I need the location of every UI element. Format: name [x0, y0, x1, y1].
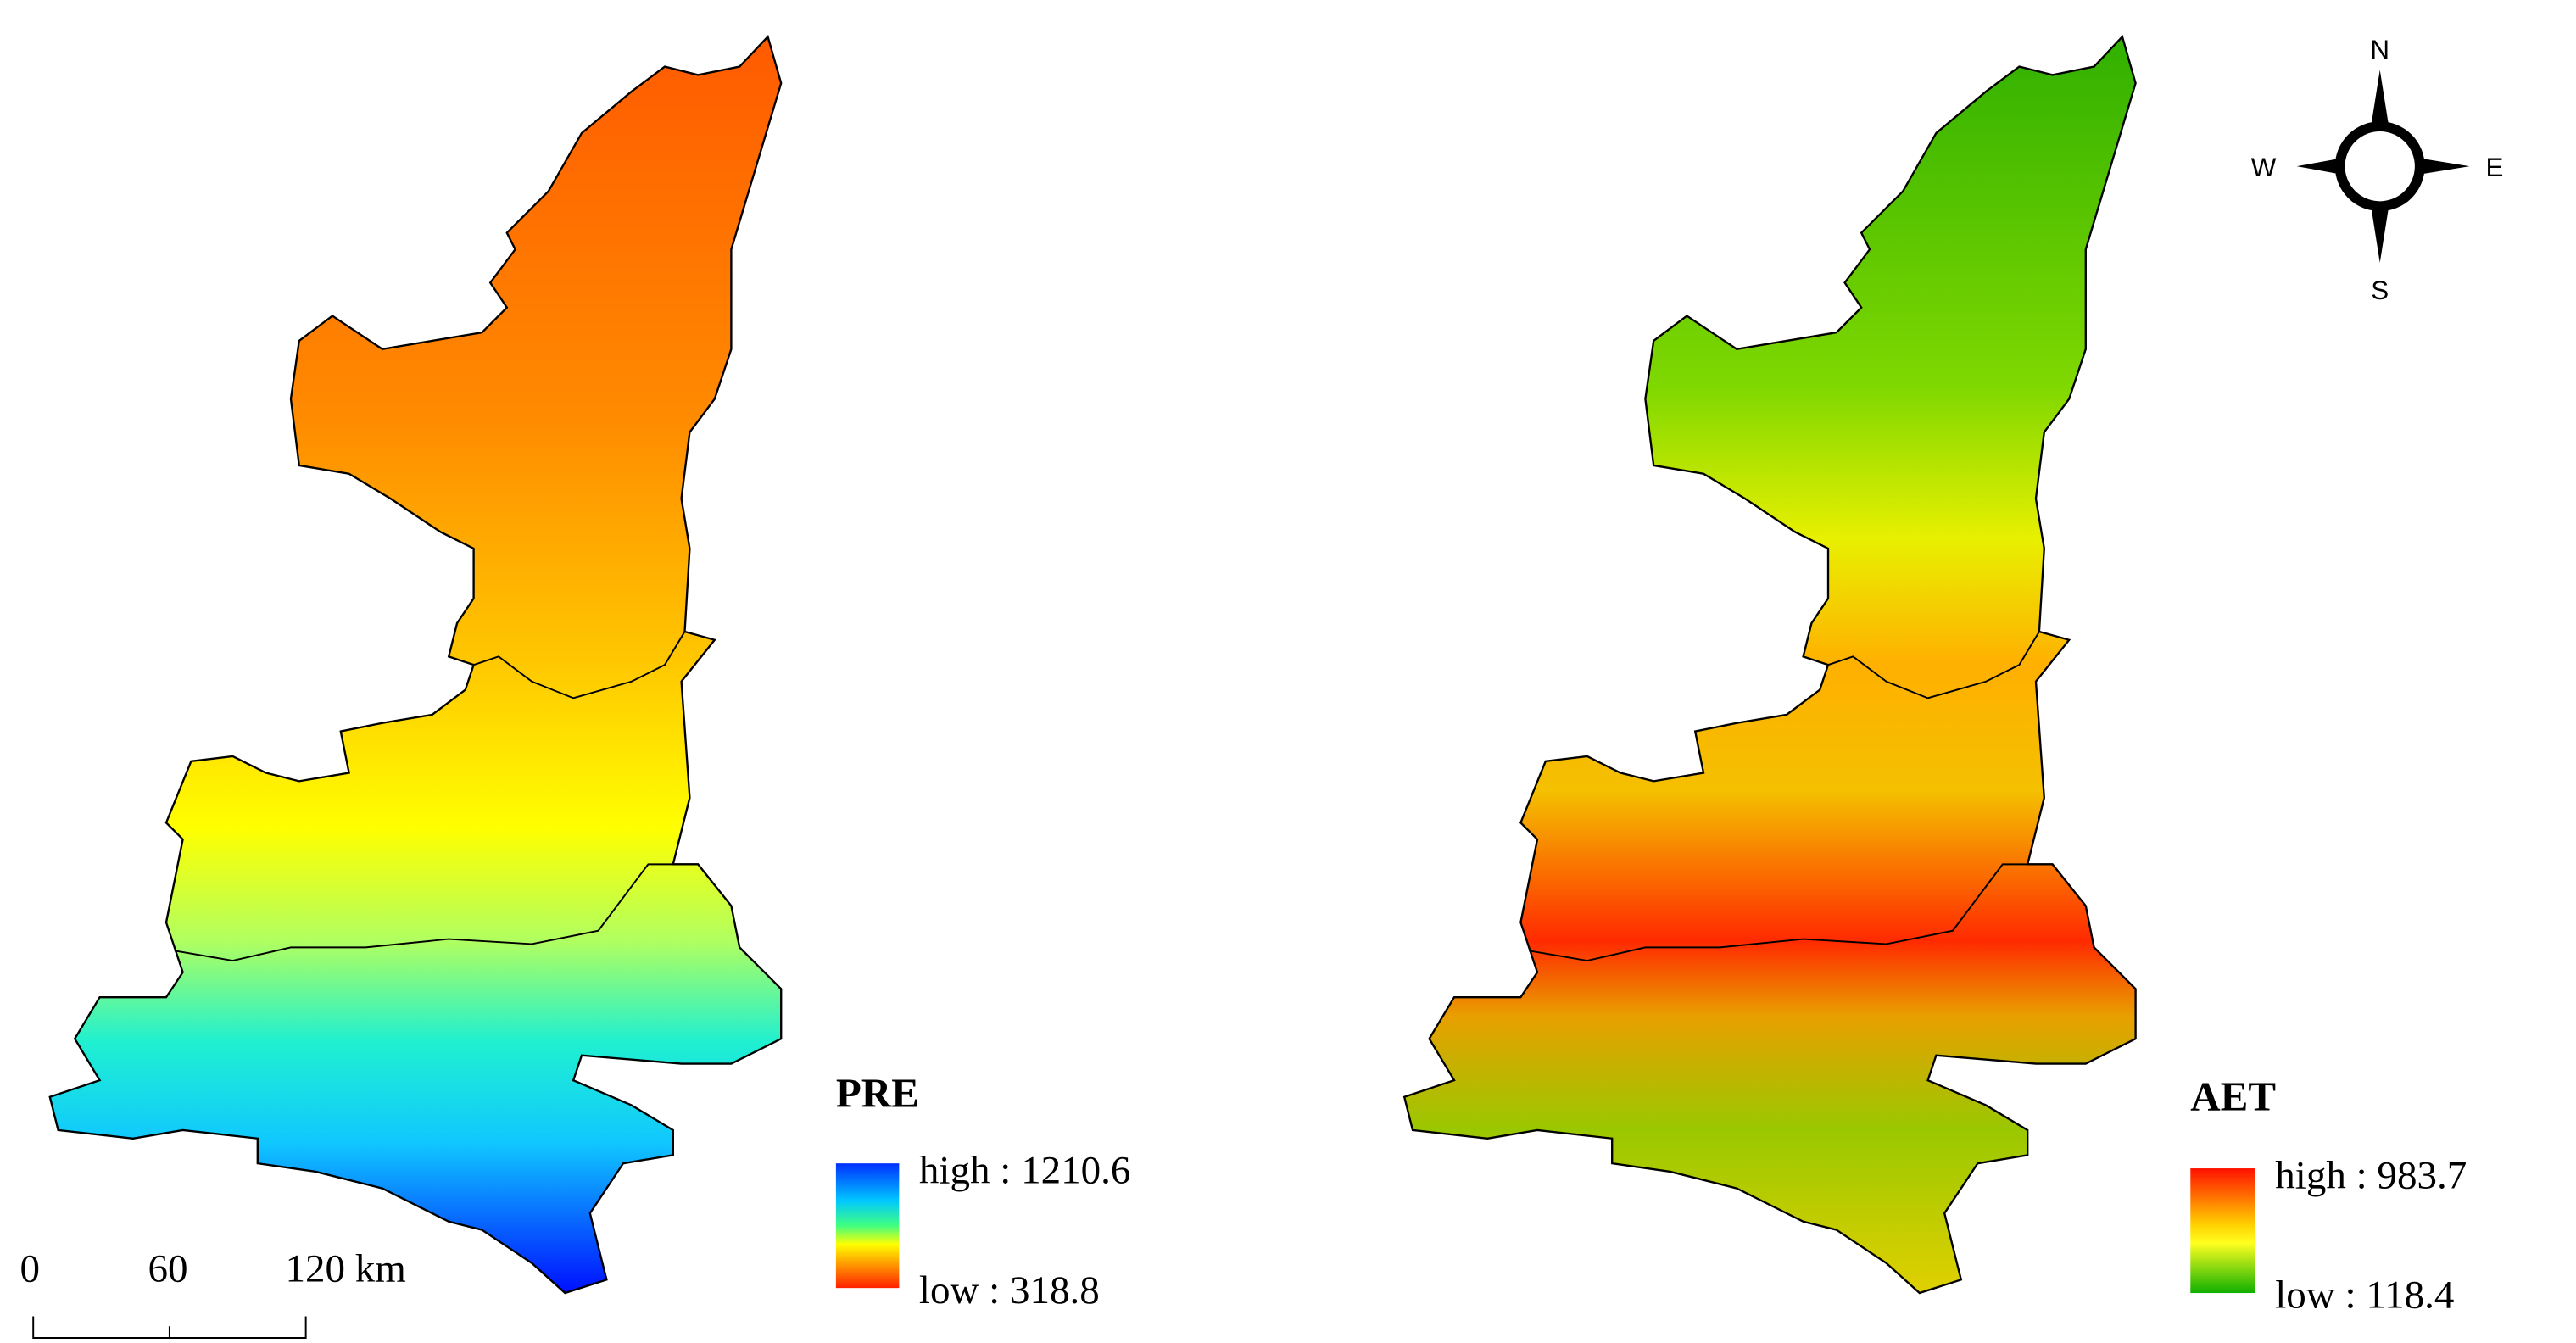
scale-label: 0 — [20, 1246, 41, 1290]
legend-high: high : 983.7 — [2275, 1154, 2467, 1198]
aet-region — [1403, 36, 2137, 1295]
pre-map — [48, 36, 783, 1295]
north-arrow: N S W E — [2251, 35, 2504, 305]
legend-ramp — [835, 1163, 900, 1289]
aet-map — [1403, 36, 2137, 1295]
scale-label: 60 — [148, 1246, 187, 1290]
compass-n: N — [2370, 35, 2389, 64]
legend-low: low : 318.8 — [919, 1268, 1100, 1312]
legend-high: high : 1210.6 — [919, 1149, 1131, 1193]
legend-title: PRE — [836, 1070, 919, 1117]
legend-title: AET — [2190, 1073, 2276, 1119]
pre-region — [48, 36, 783, 1295]
compass-w: W — [2251, 153, 2277, 182]
legend-ramp — [2190, 1168, 2255, 1294]
compass-s: S — [2371, 276, 2389, 305]
scale-line — [32, 1316, 307, 1339]
scale-bar: 0 60 120 km — [20, 1246, 406, 1339]
compass-ring — [2334, 121, 2425, 212]
scale-label: 120 km — [285, 1246, 405, 1290]
compass-e: E — [2485, 153, 2503, 182]
legend-low: low : 118.4 — [2275, 1273, 2454, 1318]
